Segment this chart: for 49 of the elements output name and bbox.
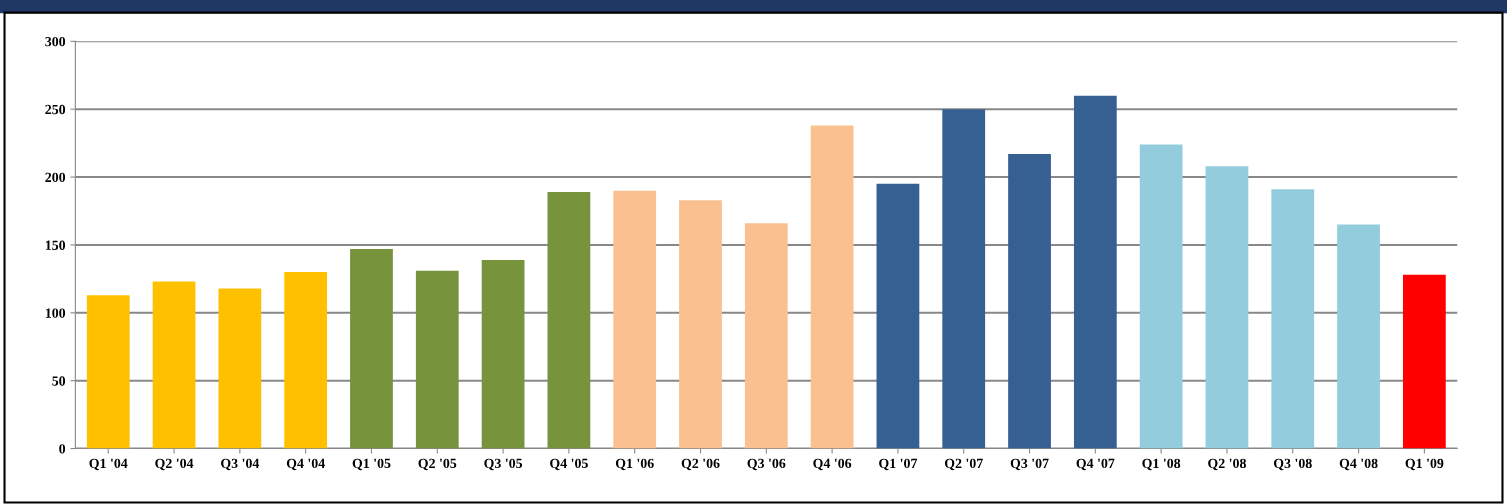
bar: [284, 272, 328, 449]
bar: [350, 249, 393, 449]
bar: [613, 190, 657, 449]
x-tick-label: Q3 '04: [221, 458, 260, 471]
bar: [218, 288, 262, 449]
x-tick-label: Q2 '07: [944, 458, 983, 471]
bar: [415, 270, 459, 449]
bar: [1337, 224, 1380, 449]
y-tick-label: 300: [45, 36, 66, 47]
x-tick-label: Q4 '08: [1339, 458, 1378, 471]
x-tick-label: Q4 '06: [813, 458, 852, 471]
x-tick-label: Q1 '06: [615, 458, 654, 471]
y-tick-label: 0: [59, 444, 66, 454]
y-tick-label: 250: [45, 104, 66, 115]
bar: [1402, 274, 1446, 449]
y-tick-label: 150: [45, 240, 66, 250]
x-tick-label: Q4 '05: [550, 458, 588, 471]
bar: [876, 183, 920, 449]
bar: [1271, 189, 1315, 449]
y-tick-label: 100: [45, 308, 66, 318]
x-tick-label: Q4 '07: [1076, 458, 1115, 471]
x-tick-label: Q3 '07: [1010, 458, 1049, 471]
x-tick-label: Q2 '06: [681, 458, 720, 471]
bar: [679, 200, 722, 449]
x-tick-label: Q4 '04: [286, 458, 325, 471]
bar: [547, 192, 591, 449]
x-tick-label: Q1 '07: [879, 458, 918, 471]
y-tick-label: 50: [52, 376, 66, 386]
x-tick-label: Q1 '05: [352, 458, 391, 471]
x-tick-label: Q3 '06: [747, 458, 786, 471]
x-tick-label: Q2 '05: [418, 458, 457, 471]
x-tick-label: Q1 '04: [89, 458, 128, 471]
x-tick-label: Q1 '08: [1142, 458, 1181, 471]
bar: [1008, 154, 1051, 449]
bar: [942, 109, 986, 449]
y-tick-label: 200: [45, 172, 66, 183]
bar: [744, 223, 788, 449]
bar: [1073, 95, 1117, 449]
bar: [481, 259, 525, 449]
x-tick-label: Q1 '09: [1405, 458, 1444, 471]
x-tick-label: Q3 '08: [1273, 458, 1312, 471]
bar: [1205, 166, 1249, 449]
x-tick-label: Q3 '05: [484, 458, 523, 471]
x-tick-label: Q2 '08: [1208, 458, 1246, 471]
x-tick-label: Q2 '04: [155, 458, 194, 471]
bar: [1139, 144, 1183, 449]
bar: [86, 295, 130, 449]
bar: [810, 125, 854, 449]
bar: [152, 281, 196, 449]
